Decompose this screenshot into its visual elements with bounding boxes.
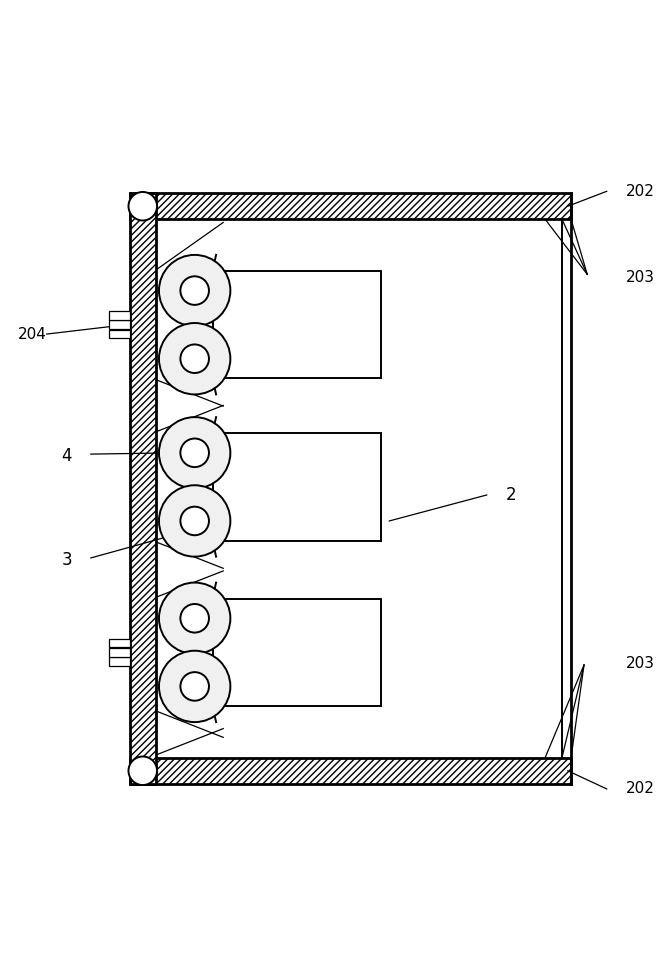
Bar bbox=[130, 193, 571, 219]
Circle shape bbox=[129, 756, 157, 786]
Bar bbox=[213, 271, 381, 378]
Bar bbox=[109, 639, 130, 648]
Circle shape bbox=[159, 323, 230, 395]
Text: 202: 202 bbox=[626, 781, 655, 796]
Circle shape bbox=[180, 507, 209, 535]
Circle shape bbox=[180, 672, 209, 701]
Bar bbox=[213, 599, 381, 706]
Circle shape bbox=[159, 255, 230, 326]
Circle shape bbox=[180, 439, 209, 467]
Circle shape bbox=[180, 604, 209, 632]
Text: 202: 202 bbox=[626, 185, 655, 199]
Circle shape bbox=[159, 417, 230, 488]
Bar bbox=[109, 312, 130, 319]
Circle shape bbox=[180, 276, 209, 305]
Circle shape bbox=[129, 191, 157, 221]
Circle shape bbox=[180, 345, 209, 373]
Bar bbox=[130, 193, 156, 784]
Bar bbox=[109, 329, 130, 338]
Circle shape bbox=[159, 651, 230, 722]
Bar bbox=[109, 658, 130, 665]
Bar bbox=[109, 648, 130, 657]
Text: 204: 204 bbox=[18, 326, 47, 342]
Text: 4: 4 bbox=[61, 447, 72, 465]
Circle shape bbox=[159, 582, 230, 654]
Text: 2: 2 bbox=[506, 486, 517, 504]
Circle shape bbox=[159, 486, 230, 557]
Bar bbox=[130, 758, 571, 784]
Bar bbox=[213, 433, 381, 540]
Text: 3: 3 bbox=[61, 551, 73, 569]
Text: 203: 203 bbox=[626, 657, 655, 671]
Text: 203: 203 bbox=[626, 270, 655, 285]
Bar bbox=[109, 320, 130, 329]
